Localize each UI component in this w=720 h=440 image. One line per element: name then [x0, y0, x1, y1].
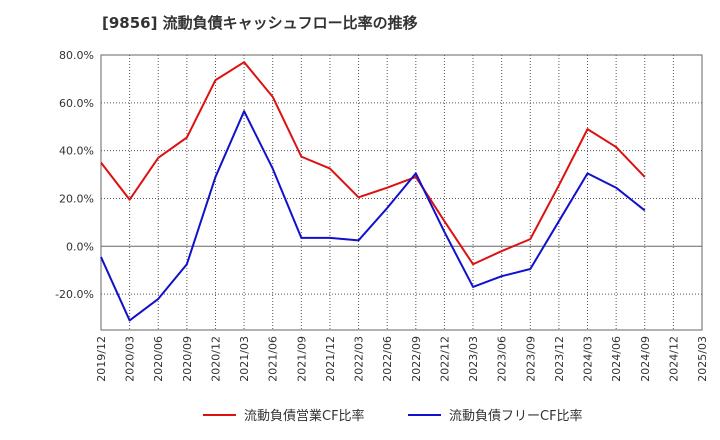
x-tick-label: 2021/06 — [267, 336, 280, 382]
x-tick-label: 2024/12 — [667, 336, 680, 382]
x-tick-label: 2020/09 — [181, 336, 194, 382]
x-tick-label: 2022/06 — [381, 336, 394, 382]
x-tick-label: 2022/09 — [410, 336, 423, 382]
x-tick-label: 2023/12 — [553, 336, 566, 382]
y-tick-label: 0.0% — [66, 240, 94, 253]
x-tick-label: 2022/03 — [353, 336, 366, 382]
x-tick-label: 2020/12 — [209, 336, 222, 382]
x-tick-label: 2023/03 — [467, 336, 480, 382]
x-tick-label: 2022/12 — [438, 336, 451, 382]
x-tick-label: 2024/03 — [582, 336, 595, 382]
x-tick-label: 2024/06 — [610, 336, 623, 382]
legend-label-1: 流動負債営業CF比率 — [244, 408, 365, 424]
x-tick-label: 2020/03 — [124, 336, 137, 382]
x-tick-label: 2023/06 — [496, 336, 509, 382]
x-tick-label: 2019/12 — [95, 336, 108, 382]
x-tick-label: 2023/09 — [524, 336, 537, 382]
x-tick-label: 2021/09 — [295, 336, 308, 382]
y-tick-label: 80.0% — [59, 49, 94, 62]
series-line-2 — [100, 110, 646, 322]
x-tick-label: 2024/09 — [639, 336, 652, 382]
x-tick-label: 2021/12 — [324, 336, 337, 382]
series-line-1 — [100, 61, 646, 266]
y-tick-label: 40.0% — [59, 145, 94, 158]
plot-area — [101, 55, 702, 330]
x-tick-label: 2025/03 — [696, 336, 709, 382]
legend-label-2: 流動負債フリーCF比率 — [449, 408, 583, 424]
chart-title: [9856] 流動負債キャッシュフロー比率の推移 — [102, 14, 418, 32]
y-tick-label: 60.0% — [59, 97, 94, 110]
y-tick-label: 20.0% — [59, 192, 94, 205]
x-tick-label: 2021/03 — [238, 336, 251, 382]
x-tick-label: 2020/06 — [152, 336, 165, 382]
y-tick-label: -20.0% — [55, 288, 94, 301]
plot-frame — [100, 54, 703, 331]
